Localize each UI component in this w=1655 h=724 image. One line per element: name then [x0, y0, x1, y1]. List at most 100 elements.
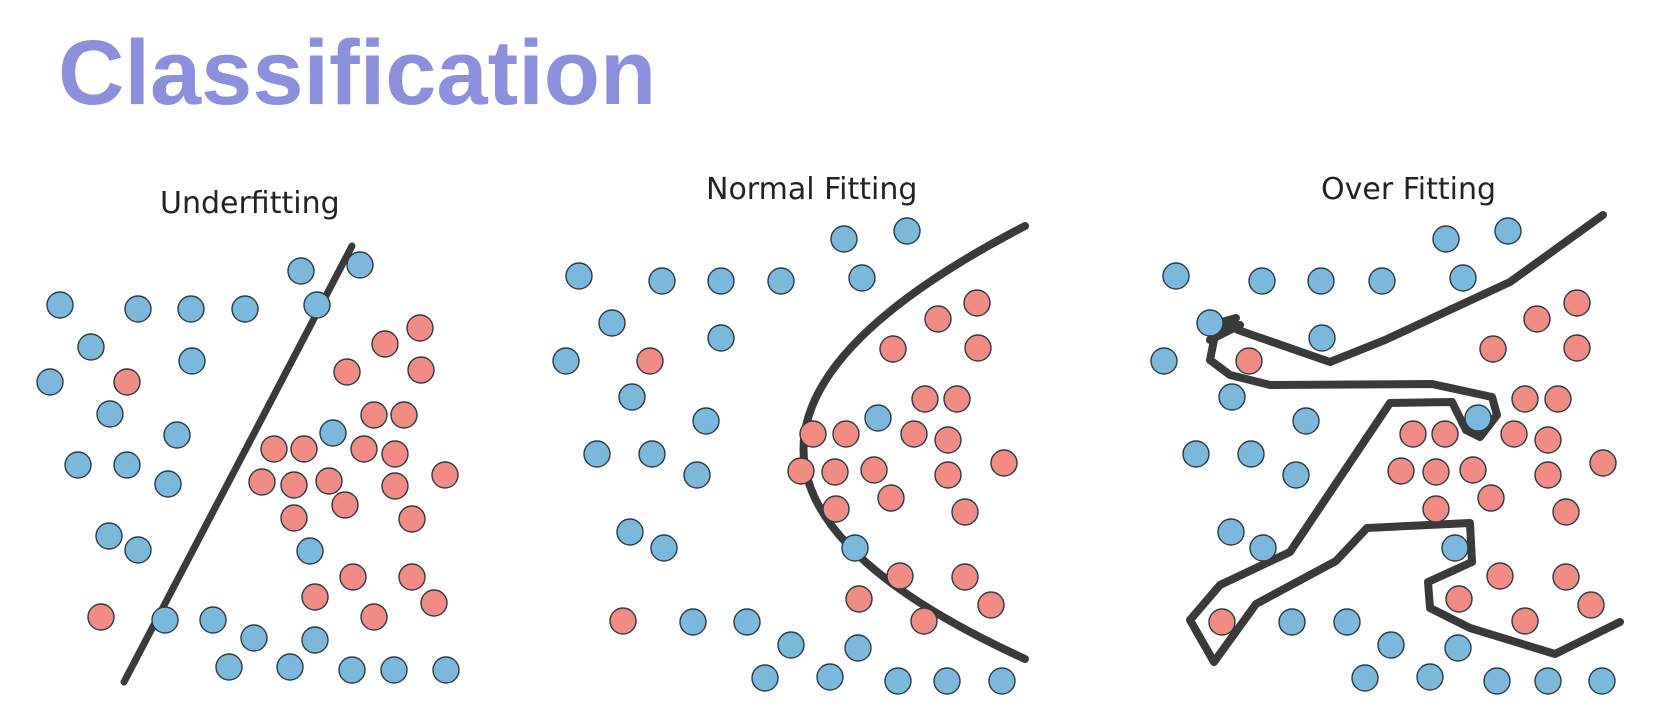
red-point-normal-fitting — [934, 426, 962, 454]
blue-point-over-fitting — [1377, 631, 1405, 659]
red-point-over-fitting — [1445, 585, 1473, 613]
red-point-underfitting — [371, 330, 399, 358]
red-point-over-fitting — [1500, 420, 1528, 448]
blue-point-over-fitting — [1278, 608, 1306, 636]
red-point-over-fitting — [1563, 289, 1591, 317]
red-point-underfitting — [280, 504, 308, 532]
blue-point-underfitting — [231, 295, 259, 323]
red-point-underfitting — [248, 468, 276, 496]
blue-point-normal-fitting — [565, 262, 593, 290]
panel-normal-fitting: Normal Fitting — [552, 172, 1029, 695]
blue-point-normal-fitting — [650, 534, 678, 562]
red-point-normal-fitting — [886, 562, 914, 590]
blue-point-underfitting — [199, 606, 227, 634]
red-point-underfitting — [331, 491, 359, 519]
blue-point-over-fitting — [1416, 663, 1444, 691]
red-point-underfitting — [398, 563, 426, 591]
blue-point-underfitting — [301, 626, 329, 654]
red-point-underfitting — [113, 368, 141, 396]
blue-point-over-fitting — [1282, 461, 1310, 489]
red-point-normal-fitting — [900, 420, 928, 448]
red-point-underfitting — [431, 461, 459, 489]
blue-point-normal-fitting — [988, 667, 1016, 695]
blue-point-underfitting — [276, 653, 304, 681]
red-point-underfitting — [420, 589, 448, 617]
blue-point-over-fitting — [1308, 324, 1336, 352]
blue-point-normal-fitting — [864, 404, 892, 432]
red-point-over-fitting — [1235, 347, 1263, 375]
red-point-underfitting — [315, 467, 343, 495]
blue-point-over-fitting — [1162, 262, 1190, 290]
blue-point-underfitting — [113, 451, 141, 479]
blue-point-over-fitting — [1196, 309, 1224, 337]
blue-point-underfitting — [319, 419, 347, 447]
panel-underfitting: Underfitting — [36, 186, 460, 686]
blue-point-over-fitting — [1237, 440, 1265, 468]
red-point-underfitting — [339, 563, 367, 591]
points-underfitting — [36, 251, 460, 684]
red-point-underfitting — [350, 435, 378, 463]
blue-point-underfitting — [215, 653, 243, 681]
blue-point-normal-fitting — [707, 324, 735, 352]
red-point-over-fitting — [1544, 385, 1572, 413]
blue-point-underfitting — [177, 295, 205, 323]
blue-point-normal-fitting — [844, 634, 872, 662]
blue-point-underfitting — [303, 291, 331, 319]
blue-point-over-fitting — [1249, 534, 1277, 562]
blue-point-normal-fitting — [648, 267, 676, 295]
panel-title-over-fitting: Over Fitting — [1321, 172, 1496, 207]
red-point-normal-fitting — [832, 420, 860, 448]
red-point-underfitting — [381, 440, 409, 468]
red-point-normal-fitting — [911, 385, 939, 413]
red-point-normal-fitting — [879, 335, 907, 363]
blue-point-over-fitting — [1248, 267, 1276, 295]
red-point-normal-fitting — [951, 563, 979, 591]
blue-point-over-fitting — [1217, 518, 1245, 546]
blue-point-normal-fitting — [616, 518, 644, 546]
red-point-over-fitting — [1534, 461, 1562, 489]
blue-point-underfitting — [151, 606, 179, 634]
blue-point-over-fitting — [1441, 534, 1469, 562]
red-point-underfitting — [406, 314, 434, 342]
blue-point-over-fitting — [1534, 667, 1562, 695]
blue-point-over-fitting — [1333, 608, 1361, 636]
blue-point-normal-fitting — [767, 267, 795, 295]
red-point-over-fitting — [1563, 334, 1591, 362]
red-point-underfitting — [390, 401, 418, 429]
red-point-underfitting — [407, 356, 435, 384]
red-point-underfitting — [260, 435, 288, 463]
red-point-over-fitting — [1479, 335, 1507, 363]
blue-point-over-fitting — [1351, 664, 1379, 692]
blue-point-over-fitting — [1218, 383, 1246, 411]
blue-point-normal-fitting — [933, 667, 961, 695]
blue-point-underfitting — [432, 656, 460, 684]
red-point-over-fitting — [1552, 563, 1580, 591]
points-over-fitting — [1150, 217, 1617, 695]
blue-point-normal-fitting — [751, 664, 779, 692]
red-point-normal-fitting — [977, 591, 1005, 619]
red-point-underfitting — [360, 401, 388, 429]
blue-point-normal-fitting — [552, 347, 580, 375]
red-point-normal-fitting — [845, 585, 873, 613]
red-point-normal-fitting — [964, 334, 992, 362]
blue-point-over-fitting — [1150, 347, 1178, 375]
blue-point-underfitting — [163, 421, 191, 449]
red-point-normal-fitting — [822, 495, 850, 523]
blue-point-underfitting — [64, 451, 92, 479]
blue-point-over-fitting — [1464, 404, 1492, 432]
red-point-over-fitting — [1577, 591, 1605, 619]
red-point-underfitting — [398, 505, 426, 533]
blue-point-normal-fitting — [893, 217, 921, 245]
blue-point-underfitting — [154, 470, 182, 498]
blue-point-over-fitting — [1292, 407, 1320, 435]
red-point-underfitting — [87, 603, 115, 631]
blue-point-underfitting — [96, 400, 124, 428]
figure-title: Classification — [58, 22, 656, 124]
blue-point-over-fitting — [1588, 667, 1616, 695]
red-point-normal-fitting — [860, 456, 888, 484]
blue-point-over-fitting — [1432, 225, 1460, 253]
blue-point-normal-fitting — [598, 309, 626, 337]
blue-point-underfitting — [95, 522, 123, 550]
red-point-over-fitting — [1459, 456, 1487, 484]
red-point-normal-fitting — [799, 420, 827, 448]
